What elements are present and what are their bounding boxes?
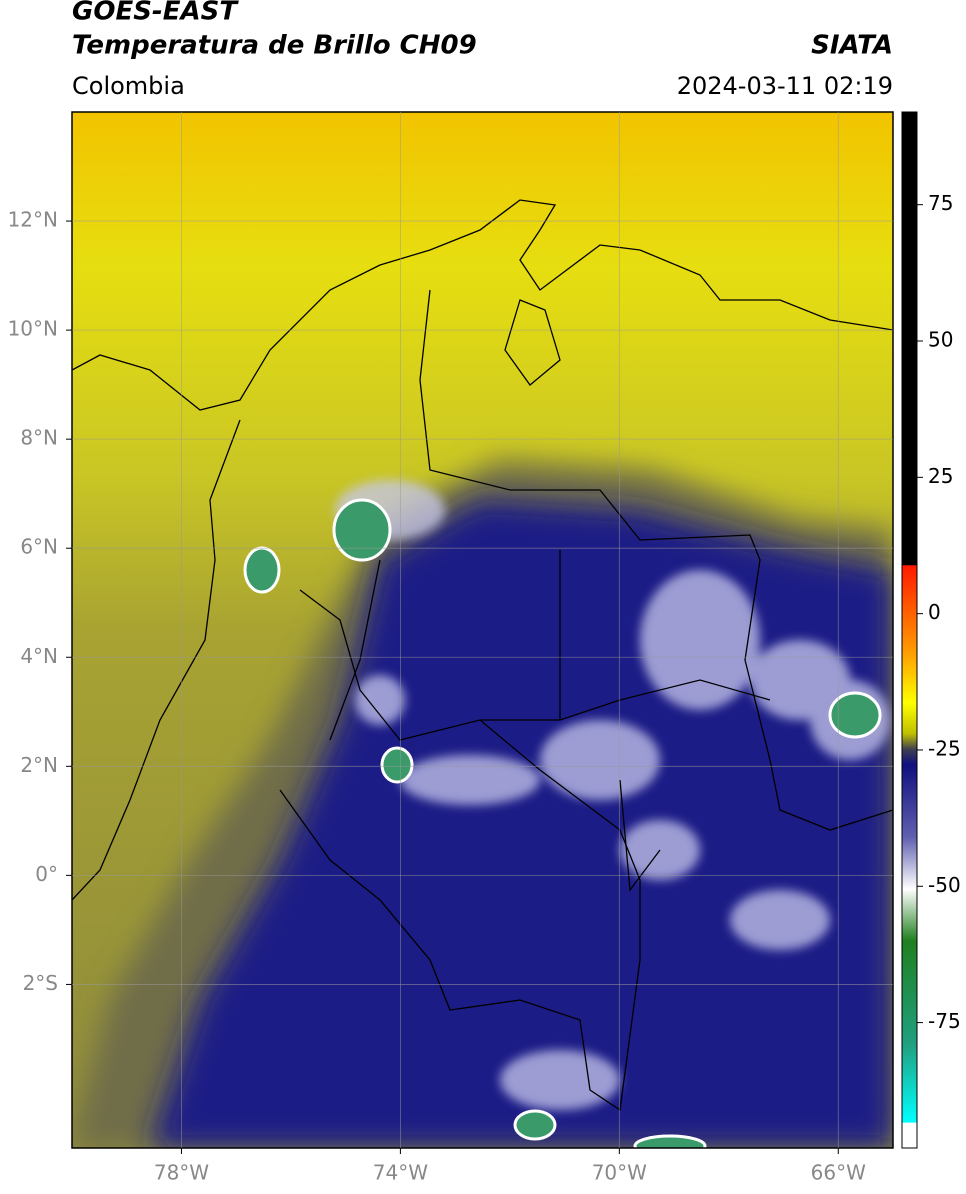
region: Colombia	[72, 72, 185, 100]
colorbar-tick-label: -75	[928, 1009, 961, 1033]
lon-tick-label: 66°W	[811, 1161, 866, 1185]
lat-tick-label: 10°N	[8, 317, 58, 341]
lon-tick-label: 74°W	[373, 1161, 428, 1185]
lat-tick-label: 0°	[35, 862, 58, 886]
lat-tick-label: 2°N	[20, 753, 58, 777]
colorbar-tick-label: -50	[928, 873, 961, 897]
map-frame	[71, 111, 894, 1149]
title: GOES-EAST	[72, 0, 239, 27]
lat-tick-label: 2°S	[23, 971, 58, 995]
lon-tick-label: 70°W	[592, 1161, 647, 1185]
colorbar-tick-label: 50	[928, 328, 953, 352]
source: SIATA	[811, 31, 893, 61]
datetime: 2024-03-11 02:19	[677, 72, 893, 100]
colorbar-tick-label: 25	[928, 464, 953, 488]
lat-tick-label: 12°N	[8, 208, 58, 232]
lat-tick-label: 6°N	[20, 535, 58, 559]
subtitle: Temperatura de Brillo CH09	[72, 31, 477, 61]
colorbar	[901, 111, 918, 1149]
satellite-image	[72, 112, 893, 1148]
colorbar-tick-label: 75	[928, 191, 953, 215]
lat-tick-label: 8°N	[20, 426, 58, 450]
lat-tick-label: 4°N	[20, 644, 58, 668]
colorbar-tick-label: -25	[928, 736, 961, 760]
colorbar-tick-label: 0	[928, 600, 941, 624]
lon-tick-label: 78°W	[154, 1161, 209, 1185]
